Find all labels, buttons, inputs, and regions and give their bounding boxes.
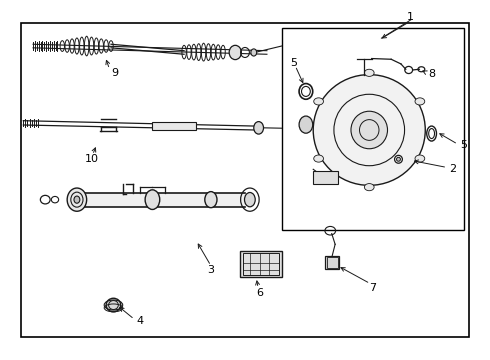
Text: 7: 7 [369, 283, 376, 293]
Ellipse shape [313, 75, 425, 185]
Ellipse shape [251, 49, 257, 56]
Ellipse shape [365, 184, 374, 191]
Text: 5: 5 [460, 140, 467, 150]
Ellipse shape [314, 155, 323, 162]
Text: 1: 1 [407, 13, 414, 22]
Bar [243, 253, 279, 275]
Ellipse shape [229, 45, 242, 60]
Ellipse shape [67, 188, 87, 211]
Text: 6: 6 [256, 288, 263, 297]
Ellipse shape [365, 69, 374, 76]
Bar [327, 257, 338, 268]
Bar [313, 171, 338, 184]
Ellipse shape [205, 192, 217, 208]
Ellipse shape [254, 122, 264, 134]
Bar [325, 256, 339, 269]
Bar [152, 122, 196, 130]
Text: 9: 9 [111, 68, 118, 78]
Ellipse shape [415, 155, 425, 162]
Text: 2: 2 [449, 163, 456, 174]
Ellipse shape [299, 116, 313, 133]
Bar [282, 28, 464, 230]
Ellipse shape [145, 190, 160, 210]
Text: 10: 10 [84, 154, 98, 164]
Ellipse shape [245, 193, 255, 207]
Text: 4: 4 [137, 316, 144, 326]
Text: 5: 5 [290, 58, 297, 68]
Bar [21, 23, 469, 337]
Text: 3: 3 [207, 265, 215, 275]
Ellipse shape [106, 298, 121, 312]
Ellipse shape [351, 111, 388, 149]
Text: 8: 8 [429, 69, 436, 79]
Ellipse shape [415, 98, 425, 105]
Ellipse shape [74, 196, 80, 203]
Bar [240, 251, 282, 277]
Bar [77, 193, 245, 207]
Ellipse shape [396, 157, 400, 161]
Ellipse shape [314, 98, 323, 105]
